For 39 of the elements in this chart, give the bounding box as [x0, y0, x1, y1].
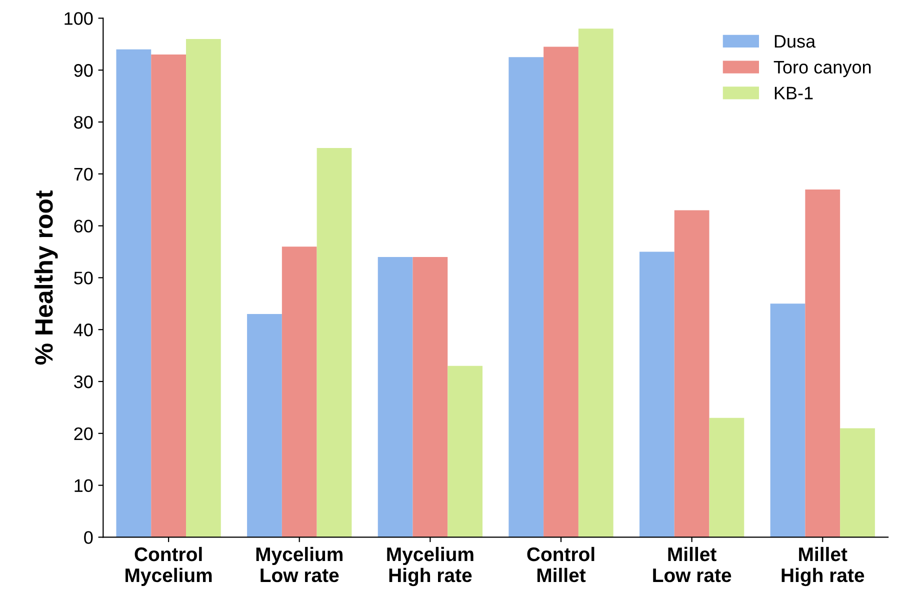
bar — [378, 256, 413, 538]
y-tick-label: 70 — [74, 168, 93, 181]
x-tick-label: Control Mycelium — [126, 546, 212, 586]
x-tick-label: Millet Low rate — [653, 546, 732, 582]
bar — [544, 46, 578, 538]
y-tick-label: 0 — [84, 531, 93, 544]
bar — [508, 57, 544, 538]
y-tick-label: 50 — [74, 272, 93, 284]
bar — [709, 418, 744, 538]
y-tick-label: 40 — [74, 324, 93, 336]
y-tick-label: 60 — [74, 220, 93, 233]
bar — [578, 28, 614, 538]
bar — [282, 246, 317, 538]
legend-label: Dusa — [774, 35, 816, 48]
y-tick-label: 10 — [74, 479, 93, 492]
x-tick-label: Control Millet — [527, 546, 594, 582]
bar — [186, 38, 221, 538]
bar — [412, 256, 448, 538]
y-tick-label: 90 — [74, 64, 93, 77]
bar — [805, 189, 840, 538]
bar — [674, 210, 710, 538]
bar — [639, 252, 674, 538]
y-tick-label: 20 — [74, 427, 93, 440]
y-tick-label: 30 — [74, 375, 93, 388]
legend-label: Toro canyon — [774, 60, 871, 78]
bar — [840, 428, 875, 538]
y-tick-label: 100 — [64, 12, 93, 25]
x-tick-label: Mycelium Low rate — [256, 546, 342, 582]
bar — [770, 304, 806, 538]
bar — [116, 49, 152, 538]
legend-label: KB-1 — [774, 86, 813, 100]
y-tick-label: 80 — [74, 116, 93, 129]
bar — [448, 366, 483, 538]
x-tick-label: Mycelium High rate — [387, 546, 474, 586]
y-axis-title: % Healthy root — [34, 190, 58, 365]
x-tick-label: Millet High rate — [782, 546, 864, 586]
bar — [316, 148, 352, 538]
bar — [247, 314, 282, 538]
bar — [151, 54, 186, 538]
